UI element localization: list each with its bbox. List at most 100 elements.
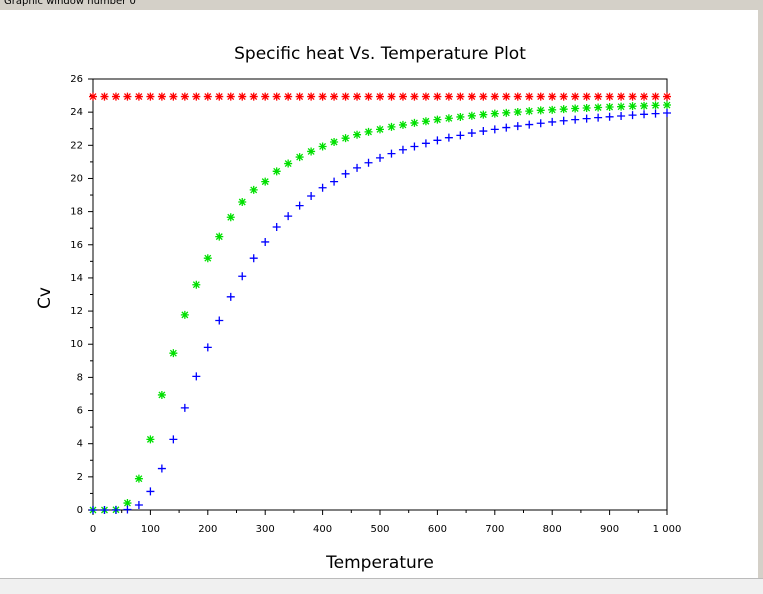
data-point	[123, 92, 132, 101]
data-point	[663, 92, 671, 101]
y-tick-label: 22	[70, 140, 83, 151]
data-point	[307, 92, 316, 101]
data-point	[180, 403, 189, 412]
data-point	[525, 92, 534, 101]
data-point	[513, 92, 522, 101]
data-point	[387, 92, 396, 101]
data-point	[502, 92, 511, 101]
data-point	[238, 272, 247, 281]
y-tick-label: 0	[77, 505, 83, 516]
data-point	[467, 111, 476, 120]
data-point	[398, 92, 407, 101]
data-point	[490, 125, 499, 134]
data-point	[364, 127, 373, 136]
data-point	[123, 505, 132, 514]
data-point	[169, 349, 178, 358]
data-point	[146, 487, 155, 496]
data-point	[479, 110, 488, 119]
data-point	[353, 92, 362, 101]
data-point	[548, 92, 557, 101]
data-point	[628, 102, 637, 111]
data-point	[203, 343, 212, 352]
data-point	[479, 92, 488, 101]
y-tick-label: 18	[70, 207, 83, 218]
data-point	[421, 139, 430, 148]
data-point	[318, 92, 327, 101]
x-tick-label: 200	[198, 524, 217, 535]
data-point	[640, 92, 649, 101]
x-tick-label: 600	[428, 524, 447, 535]
data-point	[215, 316, 224, 325]
data-point	[559, 116, 568, 125]
data-point	[376, 125, 384, 134]
data-point	[398, 145, 407, 154]
data-point	[295, 201, 304, 210]
data-point	[410, 92, 419, 101]
data-point	[249, 254, 258, 263]
data-point	[628, 92, 637, 101]
data-point	[651, 101, 660, 110]
data-point	[490, 92, 499, 101]
data-point	[467, 92, 476, 101]
data-point	[341, 92, 350, 101]
y-tick-label: 2	[77, 472, 83, 483]
data-point	[617, 102, 626, 111]
x-tick-label: 1 000	[653, 524, 682, 535]
data-point	[479, 127, 488, 136]
data-point	[433, 136, 442, 145]
data-point	[376, 92, 384, 101]
data-point	[284, 159, 293, 168]
data-point	[134, 501, 143, 510]
x-tick-label: 300	[256, 524, 275, 535]
data-point	[456, 92, 465, 101]
data-point	[157, 390, 166, 399]
data-point	[410, 118, 419, 127]
data-point	[571, 92, 580, 101]
data-point	[456, 131, 465, 140]
data-point	[215, 232, 224, 241]
data-point	[536, 92, 545, 101]
data-point	[640, 101, 649, 110]
data-point	[261, 237, 270, 246]
x-tick-label: 500	[370, 524, 389, 535]
data-point	[410, 142, 419, 151]
data-point	[307, 147, 316, 156]
data-point	[353, 130, 362, 139]
data-point	[525, 120, 534, 129]
data-point	[594, 103, 603, 112]
data-point	[387, 122, 396, 131]
data-point	[180, 310, 189, 319]
data-point	[318, 183, 327, 192]
y-tick-label: 16	[70, 240, 83, 251]
data-point	[617, 92, 626, 101]
data-point	[180, 92, 189, 101]
data-point	[100, 506, 109, 514]
plot-frame	[92, 78, 668, 511]
data-point	[249, 92, 258, 101]
data-point	[146, 435, 155, 444]
data-point	[617, 111, 626, 120]
data-point	[433, 115, 442, 124]
y-tick-label: 24	[70, 107, 83, 118]
data-point	[261, 92, 270, 101]
data-point	[238, 198, 247, 207]
x-tick-label: 800	[543, 524, 562, 535]
data-point	[398, 120, 407, 129]
x-tick-label: 900	[600, 524, 619, 535]
data-point	[272, 92, 281, 101]
data-point	[605, 112, 614, 121]
y-tick-label: 20	[70, 173, 83, 184]
data-point	[559, 92, 568, 101]
data-point	[192, 280, 201, 289]
data-point	[628, 111, 637, 120]
data-point	[525, 107, 534, 116]
data-point	[513, 107, 522, 116]
data-point	[456, 112, 465, 121]
data-point	[123, 499, 132, 508]
data-point	[444, 133, 453, 142]
data-point	[203, 254, 212, 263]
data-point	[134, 474, 143, 483]
status-bar	[0, 578, 763, 594]
data-point	[502, 108, 511, 117]
